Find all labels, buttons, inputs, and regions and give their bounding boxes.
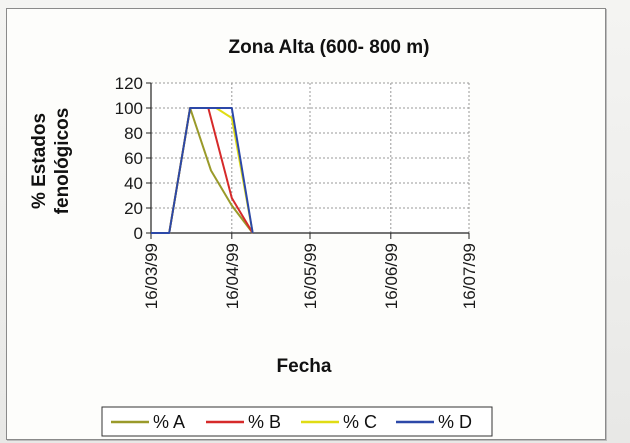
- x-tick-label: 16/04/99: [223, 243, 242, 309]
- series-lines: [151, 107, 254, 234]
- y-tick-label: 20: [124, 199, 143, 218]
- y-tick-label: 120: [115, 74, 143, 93]
- x-tick-label: 16/05/99: [301, 243, 320, 309]
- chart-title: Zona Alta (600- 800 m): [229, 37, 430, 58]
- legend-label-4: % D: [438, 412, 472, 432]
- legend: % A % B % C % D: [101, 406, 493, 437]
- y-axis-label: % Estados fenológicos: [29, 108, 73, 215]
- x-tick-label: 16/06/99: [382, 243, 401, 309]
- y-axis-ticks: 0 20 40 60 80 100 120: [115, 74, 152, 243]
- x-tick-label: 16/03/99: [142, 243, 161, 309]
- x-tick-label: 16/07/99: [460, 243, 479, 309]
- chart-container: Zona Alta (600- 800 m) % Estados fenológ…: [6, 8, 606, 440]
- x-axis-label: Fecha: [277, 356, 332, 377]
- line-chart: Zona Alta (600- 800 m) % Estados fenológ…: [29, 37, 493, 437]
- legend-label-1: % A: [153, 412, 185, 432]
- plot-background: [151, 83, 469, 233]
- y-tick-label: 80: [124, 124, 143, 143]
- y-axis-label-line-1: % Estados: [29, 113, 50, 209]
- legend-label-3: % C: [343, 412, 377, 432]
- y-axis-label-line-2: fenológicos: [52, 108, 73, 215]
- series-line-4: [151, 107, 254, 234]
- y-tick-label: 100: [115, 99, 143, 118]
- y-tick-label: 0: [134, 224, 143, 243]
- x-axis-ticks: 16/03/99 16/04/99 16/05/99 16/06/99 16/07/99: [142, 232, 479, 309]
- y-tick-label: 60: [124, 149, 143, 168]
- plot-area: [151, 82, 470, 233]
- y-tick-label: 40: [124, 174, 143, 193]
- legend-label-2: % B: [248, 412, 281, 432]
